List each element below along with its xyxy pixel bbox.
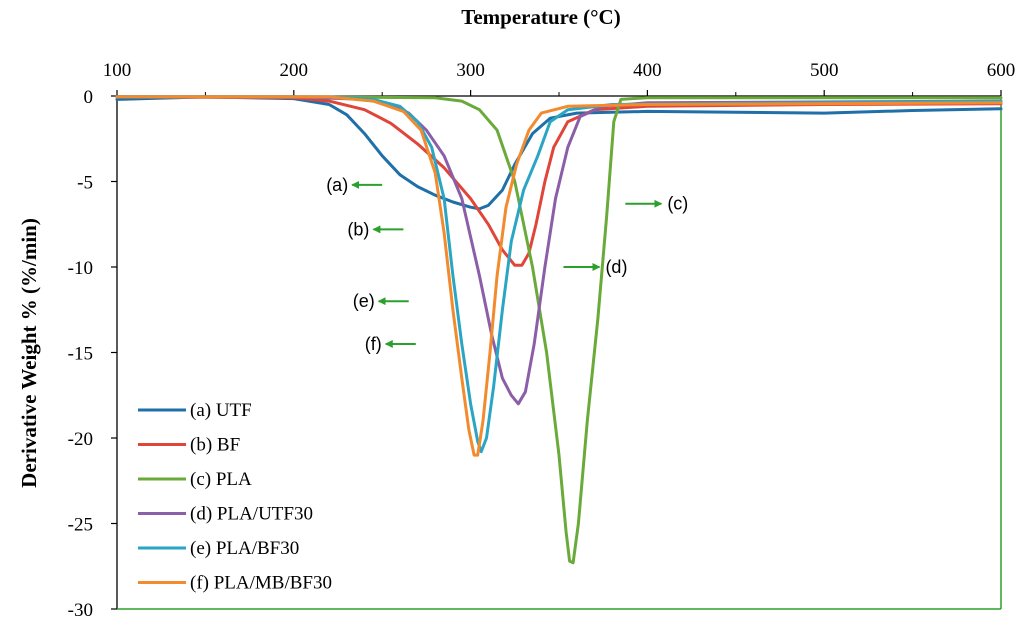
series-line-f [115,95,1003,457]
x-tick-label: 400 [633,60,662,81]
legend-label-b: (b) BF [190,435,240,456]
legend-label-c: (c) PLA [190,469,252,490]
y-tick-label: -5 [77,173,93,194]
y-axis-title: Derivative Weight % (%/min) [17,218,41,488]
annotation-label: (e) [353,291,375,311]
series-line-a [115,95,1003,211]
annotation-label: (f) [365,334,382,354]
y-tick-label: -10 [68,258,93,279]
annotation-layer: (a) (b) (c) (d) (e) (f) [326,175,688,354]
y-tick-label: -15 [68,344,93,365]
series-line-c [115,95,1003,565]
legend-label-d: (d) PLA/UTF30 [190,504,313,525]
x-tick-label: 100 [103,60,132,81]
legend: (a) UTF (b) BF (c) PLA (d) PLA/UTF30 (e) PLA… [138,400,332,594]
series-line-e [115,95,1003,454]
x-ticks: 100 200 300 400 500 600 [103,60,1016,96]
annotation-label: (b) [347,219,369,239]
series-line-d [115,95,1003,406]
plot-frame [116,95,1002,610]
y-ticks: 0 -5 -10 -15 -20 -25 -30 [68,87,117,621]
x-tick-label: 600 [987,60,1016,81]
y-tick-label: 0 [84,87,94,108]
x-tick-label: 200 [280,60,309,81]
annotation-label: (a) [326,175,348,195]
legend-label-e: (e) PLA/BF30 [190,538,299,559]
legend-label-f: (f) PLA/MB/BF30 [190,573,332,594]
x-tick-label: 300 [456,60,485,81]
annotation-label: (d) [605,257,627,277]
annotation-label: (c) [667,194,688,214]
x-tick-label: 500 [810,60,839,81]
y-tick-label: -20 [68,429,93,450]
series-layer [115,95,1003,565]
y-tick-label: -30 [68,600,93,621]
x-axis-title: Temperature (°C) [461,5,620,29]
y-tick-label: -25 [68,515,93,536]
legend-label-a: (a) UTF [190,400,252,421]
